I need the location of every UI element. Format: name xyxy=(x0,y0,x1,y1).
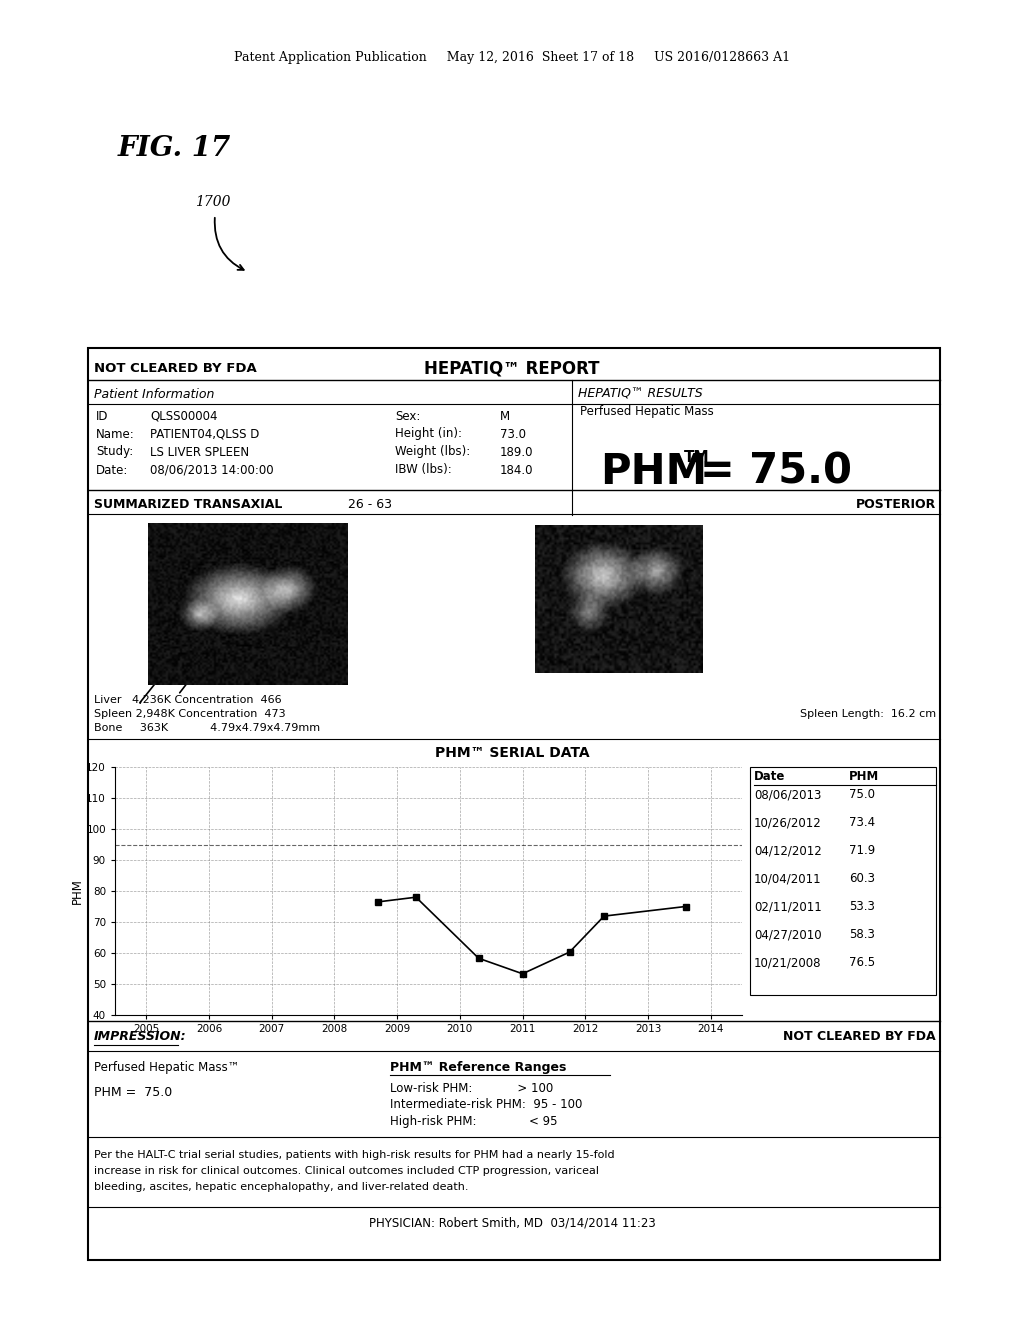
Text: LS LIVER SPLEEN: LS LIVER SPLEEN xyxy=(150,446,249,458)
Text: Patent Application Publication     May 12, 2016  Sheet 17 of 18     US 2016/0128: Patent Application Publication May 12, 2… xyxy=(233,51,791,65)
Text: 60.3: 60.3 xyxy=(849,873,874,886)
Text: QLSS00004: QLSS00004 xyxy=(150,409,217,422)
Text: HEPATIQ™ RESULTS: HEPATIQ™ RESULTS xyxy=(578,388,702,400)
Text: 04/12/2012: 04/12/2012 xyxy=(754,845,821,858)
Text: 02/11/2011: 02/11/2011 xyxy=(754,900,821,913)
Text: PHM™ Reference Ranges: PHM™ Reference Ranges xyxy=(390,1060,566,1073)
Text: FIG. 17: FIG. 17 xyxy=(118,135,231,161)
Text: 189.0: 189.0 xyxy=(500,446,534,458)
Text: Perfused Hepatic Mass: Perfused Hepatic Mass xyxy=(580,405,714,418)
Text: Low-risk PHM:            > 100: Low-risk PHM: > 100 xyxy=(390,1082,553,1096)
Text: 76.5: 76.5 xyxy=(849,957,876,969)
Text: PHM™ SERIAL DATA: PHM™ SERIAL DATA xyxy=(434,746,590,760)
Text: IBW (lbs):: IBW (lbs): xyxy=(395,463,452,477)
Text: PHM: PHM xyxy=(849,771,880,784)
Text: Patient Information: Patient Information xyxy=(94,388,214,400)
Text: 73.4: 73.4 xyxy=(849,817,876,829)
Text: 04/27/2010: 04/27/2010 xyxy=(754,928,821,941)
Text: High-risk PHM:              < 95: High-risk PHM: < 95 xyxy=(390,1114,557,1127)
Text: Name:: Name: xyxy=(96,428,135,441)
Text: M: M xyxy=(500,409,510,422)
Text: 184.0: 184.0 xyxy=(500,463,534,477)
Text: TM: TM xyxy=(684,450,710,466)
Text: SUMMARIZED TRANSAXIAL: SUMMARIZED TRANSAXIAL xyxy=(94,499,283,511)
Text: 26 - 63: 26 - 63 xyxy=(348,499,392,511)
Text: 08/06/2013 14:00:00: 08/06/2013 14:00:00 xyxy=(150,463,273,477)
Text: Spleen Length:  16.2 cm: Spleen Length: 16.2 cm xyxy=(800,709,936,719)
Text: 10/21/2008: 10/21/2008 xyxy=(754,957,821,969)
Text: PHYSICIAN: Robert Smith, MD  03/14/2014 11:23: PHYSICIAN: Robert Smith, MD 03/14/2014 1… xyxy=(369,1217,655,1229)
Text: increase in risk for clinical outcomes. Clinical outcomes included CTP progressi: increase in risk for clinical outcomes. … xyxy=(94,1166,599,1176)
Text: 73.0: 73.0 xyxy=(500,428,526,441)
Text: HEPATIQ™ REPORT: HEPATIQ™ REPORT xyxy=(424,359,600,378)
Text: 71.9: 71.9 xyxy=(849,845,876,858)
Text: Height (in):: Height (in): xyxy=(395,428,462,441)
Text: Study:: Study: xyxy=(96,446,133,458)
Text: ID: ID xyxy=(96,409,109,422)
Text: 53.3: 53.3 xyxy=(849,900,874,913)
Text: 08/06/2013: 08/06/2013 xyxy=(754,788,821,801)
Text: 10/26/2012: 10/26/2012 xyxy=(754,817,821,829)
Text: = 75.0: = 75.0 xyxy=(700,451,852,492)
Text: bleeding, ascites, hepatic encephalopathy, and liver-related death.: bleeding, ascites, hepatic encephalopath… xyxy=(94,1181,469,1192)
Bar xyxy=(88,348,940,1261)
Text: Bone     363K            4.79x4.79x4.79mm: Bone 363K 4.79x4.79x4.79mm xyxy=(94,723,321,733)
Text: Sex:: Sex: xyxy=(395,409,421,422)
Text: PHM =  75.0: PHM = 75.0 xyxy=(94,1085,172,1098)
Text: 1700: 1700 xyxy=(195,195,230,209)
Text: Spleen 2,948K Concentration  473: Spleen 2,948K Concentration 473 xyxy=(94,709,286,719)
Text: Perfused Hepatic Mass™: Perfused Hepatic Mass™ xyxy=(94,1060,240,1073)
Text: NOT CLEARED BY FDA: NOT CLEARED BY FDA xyxy=(783,1031,936,1044)
Text: 58.3: 58.3 xyxy=(849,928,874,941)
Text: Intermediate-risk PHM:  95 - 100: Intermediate-risk PHM: 95 - 100 xyxy=(390,1098,583,1111)
Text: Date:: Date: xyxy=(96,463,128,477)
Bar xyxy=(750,767,936,995)
Text: Weight (lbs):: Weight (lbs): xyxy=(395,446,470,458)
Text: PATIENT04,QLSS D: PATIENT04,QLSS D xyxy=(150,428,259,441)
Text: Date: Date xyxy=(754,771,785,784)
Text: 75.0: 75.0 xyxy=(849,788,874,801)
Text: NOT CLEARED BY FDA: NOT CLEARED BY FDA xyxy=(94,362,257,375)
Text: Per the HALT-C trial serial studies, patients with high-risk results for PHM had: Per the HALT-C trial serial studies, pat… xyxy=(94,1150,614,1160)
Text: PHM: PHM xyxy=(600,451,708,492)
Text: 10/04/2011: 10/04/2011 xyxy=(754,873,821,886)
Y-axis label: PHM: PHM xyxy=(71,878,83,904)
Text: POSTERIOR: POSTERIOR xyxy=(856,499,936,511)
Text: Liver   4,236K Concentration  466: Liver 4,236K Concentration 466 xyxy=(94,696,282,705)
Text: IMPRESSION:: IMPRESSION: xyxy=(94,1031,186,1044)
